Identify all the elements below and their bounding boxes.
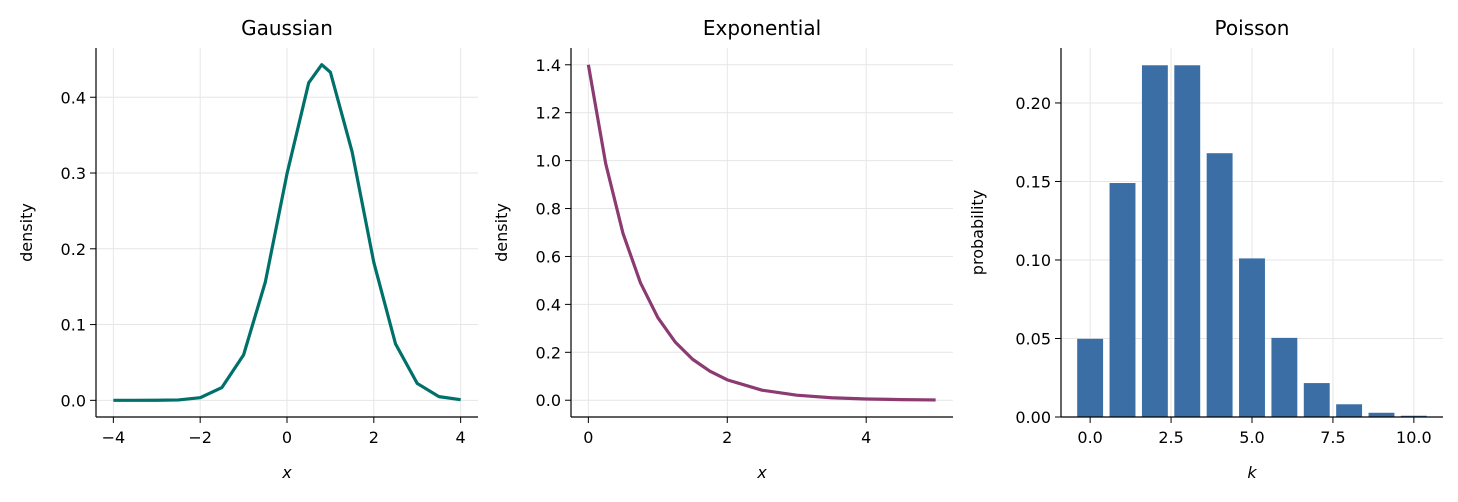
y-tick-label: 0.15: [1015, 172, 1051, 191]
y-tick-label: 0.4: [61, 88, 86, 107]
y-axis-label: density: [17, 203, 36, 262]
y-tick-label: 0.6: [536, 247, 561, 266]
x-tick-label: 7.5: [1320, 428, 1345, 447]
bar: [1400, 415, 1427, 417]
line: [113, 63, 461, 402]
chart-title: Exponential: [703, 16, 821, 40]
y-tick-label: 0.20: [1015, 94, 1051, 113]
x-tick-label: 5.0: [1239, 428, 1264, 447]
y-tick-label: 1.2: [536, 104, 561, 123]
line: [586, 64, 936, 402]
y-tick-label: 0.2: [61, 240, 86, 259]
bar: [1336, 404, 1363, 417]
y-tick-label: 0.00: [1015, 408, 1051, 427]
bar: [1368, 412, 1395, 417]
x-tick-label: 10.0: [1396, 428, 1432, 447]
y-tick-label: 0.3: [61, 164, 86, 183]
panel: 0.00 0.05 0.10 0.15 0.20 0.0 2.5 5.0 7.5 10.0 Pois…: [968, 16, 1443, 482]
y-axis-label: density: [492, 203, 511, 262]
x-tick-label: 0.0: [1077, 428, 1102, 447]
y-tick-label: 0.4: [536, 295, 561, 314]
x-axis-label: x: [281, 463, 292, 482]
bar: [1239, 258, 1265, 417]
y-tick-label: 0.10: [1015, 251, 1051, 270]
panel: 0.0 0.2 0.4 0.6 0.8 1.0 1.2 1.4 0 2 4 Exponential x d…: [492, 16, 953, 482]
bar: [1174, 65, 1201, 417]
y-tick-label: 1.0: [536, 152, 561, 171]
chart-title: Gaussian: [241, 16, 333, 40]
x-tick-label: 2.5: [1158, 428, 1183, 447]
x-tick-label: 4: [861, 428, 871, 447]
bar: [1206, 153, 1233, 417]
bar: [1141, 65, 1168, 417]
y-tick-label: 0.8: [536, 200, 561, 219]
y-tick-label: 0.2: [536, 343, 561, 362]
panel: 0.0 0.1 0.2 0.3 0.4 −4 −2 0 2 4 Gaussian x density: [17, 16, 478, 482]
x-tick-label: −4: [102, 428, 126, 447]
chart-title: Poisson: [1215, 16, 1290, 40]
y-tick-label: 0.1: [61, 316, 86, 335]
x-tick-label: 2: [369, 428, 379, 447]
x-axis-label: x: [756, 463, 767, 482]
x-tick-label: −2: [188, 428, 212, 447]
y-axis-label: probability: [968, 190, 987, 275]
y-tick-label: 0.0: [536, 391, 561, 410]
x-axis-label: k: [1247, 463, 1257, 482]
y-tick-label: 0.0: [61, 391, 86, 410]
bar: [1271, 337, 1298, 417]
y-tick-label: 1.4: [536, 56, 561, 75]
bar: [1109, 183, 1136, 417]
bar: [1303, 383, 1330, 417]
y-tick-label: 0.05: [1015, 329, 1051, 348]
x-tick-label: 4: [456, 428, 466, 447]
x-tick-label: 0: [282, 428, 292, 447]
x-tick-label: 0: [583, 428, 593, 447]
bar: [1077, 338, 1104, 417]
x-tick-label: 2: [722, 428, 732, 447]
